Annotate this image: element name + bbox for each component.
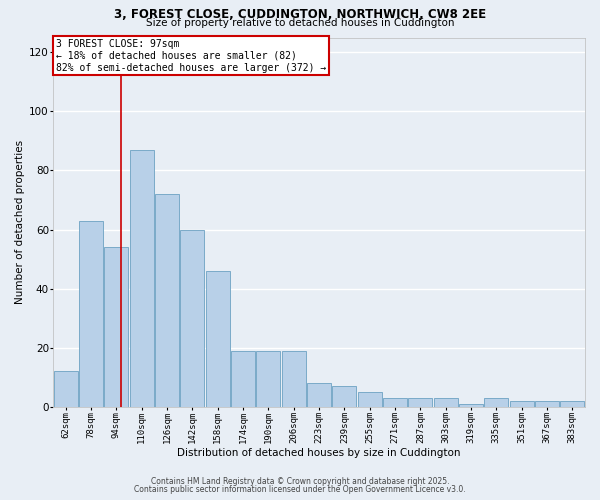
Text: 3, FOREST CLOSE, CUDDINGTON, NORTHWICH, CW8 2EE: 3, FOREST CLOSE, CUDDINGTON, NORTHWICH, … xyxy=(114,8,486,20)
Bar xyxy=(307,384,331,407)
Bar xyxy=(509,401,534,407)
Bar xyxy=(104,248,128,407)
X-axis label: Distribution of detached houses by size in Cuddington: Distribution of detached houses by size … xyxy=(177,448,461,458)
Bar xyxy=(484,398,508,407)
Bar xyxy=(560,401,584,407)
Bar xyxy=(155,194,179,407)
Text: Size of property relative to detached houses in Cuddington: Size of property relative to detached ho… xyxy=(146,18,454,28)
Bar xyxy=(383,398,407,407)
Bar xyxy=(181,230,205,407)
Y-axis label: Number of detached properties: Number of detached properties xyxy=(15,140,25,304)
Bar xyxy=(54,372,78,407)
Bar xyxy=(206,271,230,407)
Text: 3 FOREST CLOSE: 97sqm
← 18% of detached houses are smaller (82)
82% of semi-deta: 3 FOREST CLOSE: 97sqm ← 18% of detached … xyxy=(56,40,326,72)
Bar xyxy=(409,398,433,407)
Bar xyxy=(434,398,458,407)
Bar xyxy=(231,351,255,407)
Text: Contains public sector information licensed under the Open Government Licence v3: Contains public sector information licen… xyxy=(134,485,466,494)
Bar xyxy=(79,220,103,407)
Text: Contains HM Land Registry data © Crown copyright and database right 2025.: Contains HM Land Registry data © Crown c… xyxy=(151,478,449,486)
Bar xyxy=(256,351,280,407)
Bar xyxy=(281,351,306,407)
Bar xyxy=(332,386,356,407)
Bar xyxy=(459,404,483,407)
Bar xyxy=(130,150,154,407)
Bar xyxy=(358,392,382,407)
Bar xyxy=(535,401,559,407)
